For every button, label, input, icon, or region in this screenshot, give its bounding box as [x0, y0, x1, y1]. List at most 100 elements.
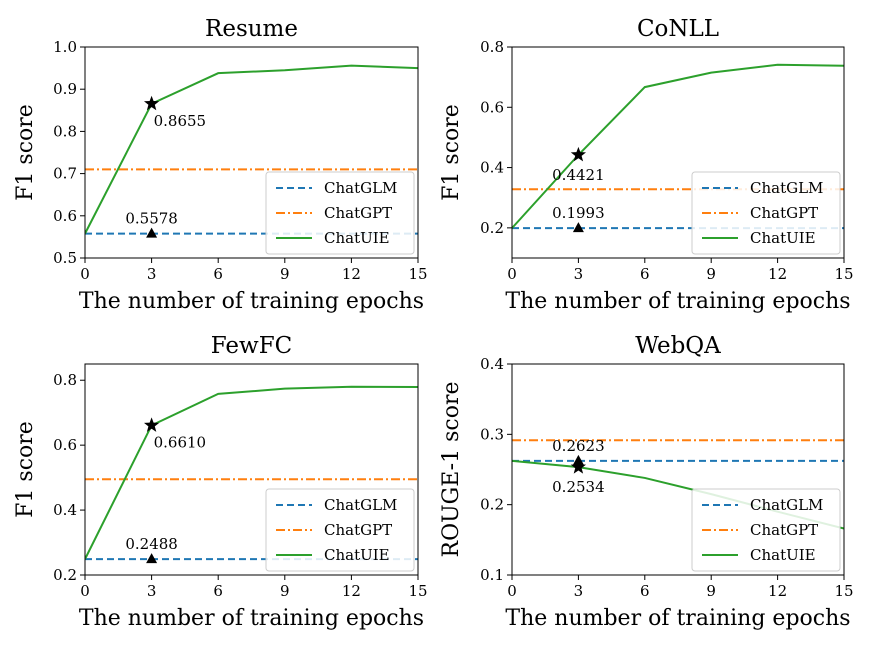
y-tick-label: 0.2: [480, 219, 504, 237]
x-tick-label: 6: [640, 265, 650, 283]
y-tick-label: 0.1: [480, 566, 504, 584]
triangle-marker: [572, 222, 584, 233]
legend-label: ChatUIE: [324, 229, 390, 247]
chart-title: Resume: [205, 16, 298, 42]
x-tick-label: 0: [80, 582, 90, 600]
data-annotation: 0.2488: [125, 535, 178, 553]
star-marker: [570, 459, 587, 474]
legend-label: ChatUIE: [324, 546, 390, 564]
legend-box: [691, 488, 841, 572]
y-tick-label: 0.7: [53, 165, 77, 183]
y-tick-label: 0.6: [53, 436, 77, 454]
chart-title: CoNLL: [637, 16, 719, 42]
y-tick-label: 0.8: [53, 371, 77, 389]
y-tick-label: 0.6: [480, 98, 504, 116]
x-tick-label: 3: [147, 265, 157, 283]
x-tick-label: 15: [408, 582, 427, 600]
legend-box: [691, 171, 841, 255]
y-tick-label: 0.4: [480, 355, 504, 373]
legend-label: ChatGPT: [750, 204, 818, 222]
legend-box: [265, 488, 415, 572]
star-marker: [570, 146, 587, 162]
x-tick-label: 3: [574, 582, 584, 600]
legend: ChatGLM ChatGPT ChatUIE: [265, 171, 415, 255]
axes-frame: [511, 363, 845, 576]
chart-panel-conll: 0 3 6 9 12 15 0.2 0.4 0.6 0.8 CoNLL The number of t…: [439, 16, 854, 314]
x-axis-label: The number of training epochs: [79, 606, 424, 631]
legend: ChatGLM ChatGPT ChatUIE: [691, 171, 841, 255]
x-tick-label: 0: [80, 265, 90, 283]
series-line-chatuie: [85, 385, 418, 560]
x-tick-label: 15: [834, 265, 853, 283]
x-tick-label: 0: [507, 265, 517, 283]
axes-frame: [511, 46, 845, 259]
x-tick-label: 12: [342, 582, 361, 600]
x-tick-label: 15: [834, 582, 853, 600]
axes-frame: [84, 46, 419, 259]
legend-label: ChatGLM: [750, 496, 823, 514]
y-tick-label: 0.4: [53, 501, 77, 519]
chart-title: FewFC: [211, 333, 293, 359]
data-annotation: 0.2534: [552, 478, 605, 496]
data-annotation: 0.2623: [552, 437, 605, 455]
chart-panel-resume: 0 3 6 9 12 15 0.5 0.6 0.7 0.8 0.9 1.0 Resume The numb…: [13, 16, 428, 314]
x-tick-label: 3: [147, 582, 157, 600]
x-tick-label: 0: [507, 582, 517, 600]
x-axis-label: The number of training epochs: [505, 289, 850, 314]
y-axis-label: F1 score: [439, 104, 464, 201]
x-tick-label: 12: [768, 265, 787, 283]
data-annotation: 0.1993: [552, 204, 605, 222]
y-tick-label: 1.0: [53, 38, 77, 56]
y-tick-label: 0.8: [53, 122, 77, 140]
legend-label: ChatUIE: [750, 546, 816, 564]
legend-box: [265, 171, 415, 255]
legend-label: ChatGPT: [324, 204, 392, 222]
legend-label: ChatGLM: [324, 179, 397, 197]
data-annotation: 0.8655: [154, 112, 207, 130]
y-tick-label: 0.2: [53, 566, 77, 584]
legend-label: ChatGLM: [750, 179, 823, 197]
y-axis-label: ROUGE-1 score: [439, 382, 464, 558]
axes-frame: [84, 363, 419, 576]
data-annotation: 0.5578: [125, 210, 178, 228]
legend: ChatGLM ChatGPT ChatUIE: [691, 488, 841, 572]
y-tick-label: 0.8: [480, 38, 504, 56]
data-annotation: 0.6610: [154, 433, 207, 451]
triangle-marker: [146, 553, 158, 564]
x-axis-label: The number of training epochs: [505, 606, 850, 631]
x-tick-label: 9: [706, 582, 716, 600]
x-tick-label: 3: [574, 265, 584, 283]
y-tick-label: 0.4: [480, 159, 504, 177]
legend: ChatGLM ChatGPT ChatUIE: [265, 488, 415, 572]
y-tick-label: 0.5: [53, 249, 77, 267]
y-tick-label: 0.6: [53, 207, 77, 225]
y-tick-label: 0.2: [480, 496, 504, 514]
chart-panel-webqa: 0 3 6 9 12 15 0.1 0.2 0.3 0.4 WebQA The number of t…: [439, 333, 854, 631]
x-tick-label: 6: [213, 265, 223, 283]
star-marker: [143, 417, 160, 432]
x-tick-label: 6: [213, 582, 223, 600]
chart-title: WebQA: [635, 333, 721, 359]
y-tick-label: 0.3: [480, 425, 504, 443]
triangle-marker: [146, 227, 158, 238]
y-tick-label: 0.9: [53, 80, 77, 98]
x-tick-label: 9: [280, 265, 290, 283]
data-annotation: 0.4421: [552, 166, 605, 184]
series-line-chatuie: [512, 63, 844, 229]
star-marker: [143, 95, 160, 111]
series-line-chatuie: [85, 64, 418, 235]
x-tick-label: 15: [408, 265, 427, 283]
legend-label: ChatUIE: [750, 229, 816, 247]
x-tick-label: 6: [640, 582, 650, 600]
x-tick-label: 12: [768, 582, 787, 600]
x-axis-label: The number of training epochs: [79, 289, 424, 314]
legend-label: ChatGPT: [750, 521, 818, 539]
x-tick-label: 9: [706, 265, 716, 283]
legend-label: ChatGLM: [324, 496, 397, 514]
y-axis-label: F1 score: [13, 421, 38, 518]
x-tick-label: 9: [280, 582, 290, 600]
y-axis-label: F1 score: [13, 104, 38, 201]
x-tick-label: 12: [342, 265, 361, 283]
legend-label: ChatGPT: [324, 521, 392, 539]
